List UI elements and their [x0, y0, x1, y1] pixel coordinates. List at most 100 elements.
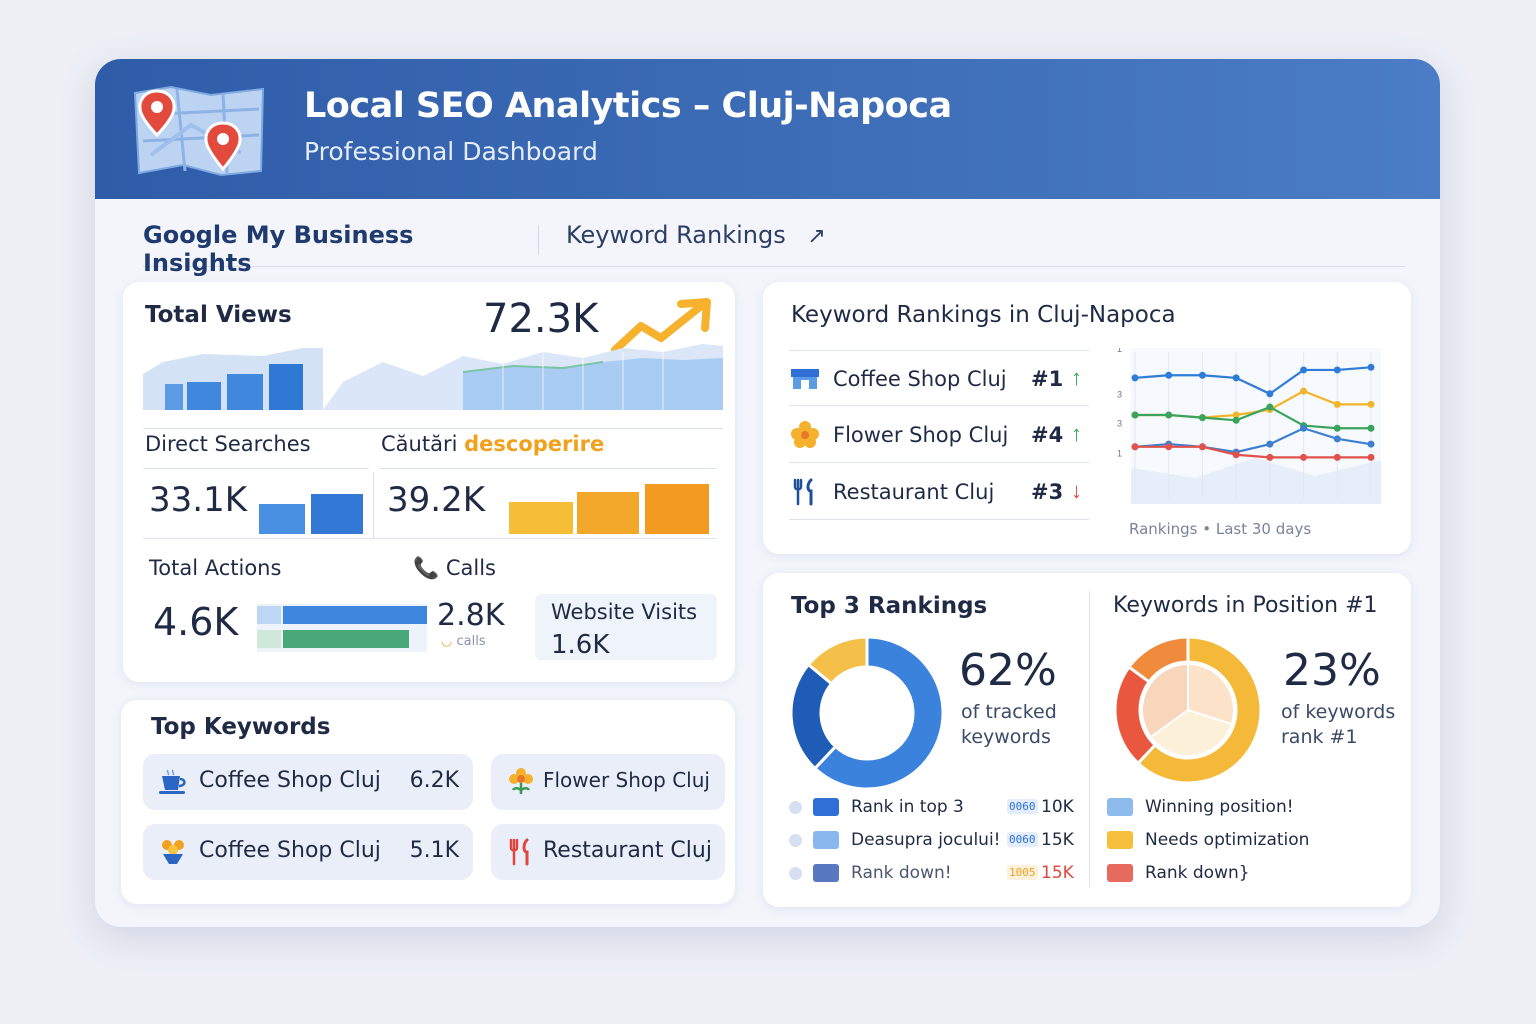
legend-label: Deasupra jocului! — [851, 830, 1001, 850]
tab-keyword-rankings[interactable]: Keyword Rankings ↗ — [566, 221, 826, 249]
series-point — [1198, 443, 1206, 451]
store-icon — [791, 369, 819, 389]
discovery-label-prefix: Căutări — [381, 432, 458, 456]
keyword-tile[interactable]: Flower Shop Cluj — [491, 754, 725, 810]
series-point — [1131, 443, 1139, 451]
rankings-summary-card: Top 3 Rankings Keywords in Position #1 6… — [763, 573, 1411, 907]
top3-legend-item: Rank down! 1005 15K — [789, 861, 1079, 887]
position1-donut-chart — [1113, 635, 1263, 785]
keyword-rankings-title: Keyword Rankings in Cluj-Napoca — [791, 302, 1176, 328]
website-visits-value: 1.6K — [551, 630, 610, 660]
keyword-value: 6.2K — [409, 768, 459, 793]
dashboard-window: Local SEO Analytics – Cluj-Napoca Profes… — [95, 59, 1440, 927]
legend-swatch — [813, 831, 839, 849]
series-point — [1198, 414, 1206, 422]
series-point — [1232, 411, 1240, 419]
legend-value: 15K — [1041, 863, 1074, 883]
series-point — [1333, 366, 1341, 374]
calls-label-text: Calls — [445, 556, 496, 580]
tab-divider — [538, 225, 539, 255]
tab-gmb-insights[interactable]: Google My Business Insights — [143, 221, 515, 290]
keyword-tile[interactable]: Coffee Shop Cluj 5.1K — [143, 824, 473, 880]
series-point — [1165, 411, 1173, 419]
series-point — [1232, 416, 1240, 424]
discovery-searches-value: 39.2K — [387, 480, 485, 520]
discovery-label-accent: descoperire — [464, 432, 605, 456]
total-actions-label: Total Actions — [149, 556, 282, 580]
legend-swatch — [813, 864, 839, 882]
ranking-keyword: Flower Shop Cluj — [833, 423, 1009, 447]
series-point — [1266, 440, 1274, 448]
series-point — [1367, 440, 1375, 448]
legend-label: Winning position! — [1145, 797, 1294, 817]
series-point — [1232, 451, 1240, 459]
series-point — [1300, 366, 1308, 374]
donut-slice — [1135, 635, 1263, 785]
series-point — [1165, 371, 1173, 379]
rankings-chart-caption: Rankings • Last 30 days — [1129, 520, 1312, 538]
total-actions-value: 4.6K — [153, 600, 239, 644]
legend-swatch — [1107, 831, 1133, 849]
top-keywords-title: Top Keywords — [151, 714, 331, 740]
y-tick-label: 1 — [1117, 348, 1122, 354]
y-tick-label: 3 — [1117, 390, 1122, 400]
coffee-cup-icon — [159, 769, 186, 794]
total-views-label: Total Views — [145, 302, 292, 328]
series-point — [1333, 424, 1341, 432]
utensils-icon — [509, 838, 529, 866]
series-point — [1266, 453, 1274, 461]
series-point — [1333, 400, 1341, 408]
top3-caption-2: keywords — [961, 726, 1051, 748]
ranking-keyword: Restaurant Cluj — [833, 480, 995, 504]
series-line — [1135, 405, 1371, 430]
legend-badge: 1005 — [1007, 865, 1038, 880]
position1-caption-1: of keywords — [1281, 701, 1396, 723]
ranking-position: #3 — [1031, 480, 1064, 504]
y-tick-label: 1 — [1117, 448, 1122, 458]
flower-icon — [509, 768, 533, 794]
tab-keyword-rankings-label: Keyword Rankings — [566, 221, 786, 249]
gmb-insights-card: Total Views 72.3K Direct Searches Căutăr… — [123, 282, 735, 682]
ranking-row[interactable]: Coffee Shop Cluj #1 ↑ — [789, 350, 1089, 406]
direct-searches-label: Direct Searches — [145, 432, 311, 456]
series-point — [1266, 403, 1274, 411]
trend-up-icon — [611, 298, 711, 354]
legend-value: 10K — [1041, 797, 1074, 817]
legend-value: 15K — [1041, 830, 1074, 850]
flower-icon — [791, 421, 819, 448]
keyword-tile[interactable]: Coffee Shop Cluj 6.2K — [143, 754, 473, 810]
calls-value: 2.8K — [437, 598, 505, 633]
direct-searches-value: 33.1K — [149, 480, 247, 520]
series-line — [1135, 445, 1371, 459]
ranking-row[interactable]: Flower Shop Cluj #4 ↑ — [789, 407, 1089, 463]
total-views-value: 72.3K — [483, 296, 599, 342]
series-point — [1333, 435, 1341, 443]
series-point — [1367, 363, 1375, 371]
y-tick-label: 3 — [1117, 418, 1122, 428]
flower-bouquet-icon — [162, 840, 184, 864]
series-point — [1165, 443, 1173, 451]
calls-unit-text: calls — [456, 634, 486, 649]
actions-bars — [257, 604, 427, 652]
top3-percent: 62% — [959, 645, 1057, 696]
top-keywords-card: Top Keywords Coffee Shop Cluj 6.2K Flowe… — [121, 700, 735, 904]
rankings-line-chart: 1 3 3 1 — [1117, 348, 1381, 504]
position1-percent: 23% — [1283, 645, 1381, 696]
donut-inner-wedge — [1141, 662, 1189, 739]
smile-icon: ◡ — [441, 634, 453, 649]
trend-down-arrow-icon: ↓ — [1071, 478, 1082, 503]
donut-slice — [1126, 635, 1190, 684]
keyword-tile[interactable]: Restaurant Cluj — [491, 824, 725, 880]
top3-legend-item: Rank in top 3 0060 10K — [789, 795, 1079, 821]
position1-legend-item: Winning position! — [1107, 795, 1367, 821]
series-point — [1232, 374, 1240, 382]
utensils-icon — [793, 478, 813, 506]
page-subtitle: Professional Dashboard — [304, 137, 598, 166]
website-visits-tile: Website Visits 1.6K — [535, 594, 717, 660]
tab-bar: Google My Business Insights Keyword Rank… — [143, 217, 1405, 290]
trend-up-arrow-icon: ↑ — [1071, 421, 1082, 446]
ranking-row[interactable]: Restaurant Cluj #3 ↓ — [789, 464, 1089, 520]
legend-label: Rank down} — [1145, 863, 1250, 883]
keyword-value: 5.1K — [409, 838, 459, 863]
direct-searches-bars — [259, 494, 363, 534]
